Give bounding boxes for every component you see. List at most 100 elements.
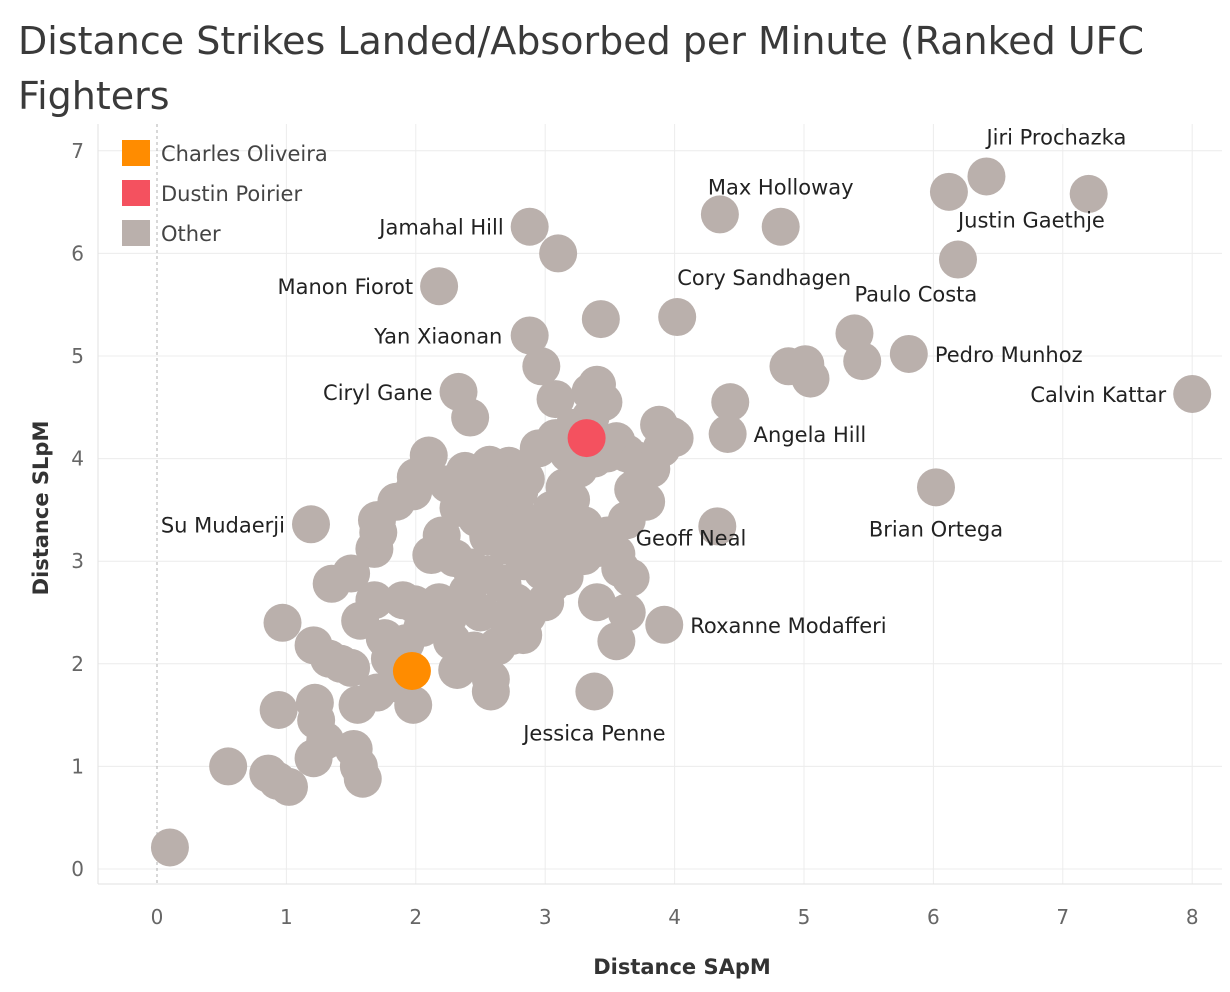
point-label: Manon Fiorot <box>277 275 413 299</box>
x-tick-label: 2 <box>409 905 422 929</box>
legend-label: Dustin Poirier <box>161 182 302 206</box>
scatter-point-other <box>263 603 302 642</box>
legend: Charles Oliveira Dustin Poirier Other <box>122 140 328 246</box>
scatter-point-other <box>645 605 684 644</box>
point-label: Angela Hill <box>754 423 867 447</box>
scatter-point-other <box>332 554 371 593</box>
scatter-point-other <box>487 598 526 637</box>
scatter-point-other <box>967 157 1006 196</box>
scatter-point-other <box>306 721 345 760</box>
scatter-point-other <box>889 334 928 373</box>
y-tick-label: 3 <box>71 549 84 573</box>
scatter-point-other <box>708 414 747 453</box>
point-label: Jessica Penne <box>521 722 665 746</box>
point-label: Calvin Kattar <box>1030 383 1166 407</box>
point-labels: Jiri Prochazka Max Holloway Justin Gaethje… <box>161 125 1167 745</box>
y-tick-label: 0 <box>71 857 84 881</box>
x-axis-title: Distance SApM <box>593 955 771 979</box>
y-tick-label: 5 <box>71 344 84 368</box>
scatter-point-other <box>1173 374 1212 413</box>
scatter-point-other <box>843 342 882 381</box>
scatter-point-other <box>577 583 616 622</box>
scatter-point-other <box>474 460 513 499</box>
scatter-point-other <box>597 622 636 661</box>
scatter-point-other <box>611 558 650 597</box>
scatter-point-other <box>916 468 955 507</box>
scatter-point-other <box>658 298 697 337</box>
y-axis-title: Distance SLpM <box>29 421 53 596</box>
scatter-point-other <box>439 372 478 411</box>
scatter-point-other <box>429 465 468 504</box>
scatter-point-other <box>539 234 578 273</box>
point-label: Roxanne Modafferi <box>690 614 886 638</box>
scatter-point-other <box>577 365 616 404</box>
scatter-point-other <box>791 359 830 398</box>
point-label: Paulo Costa <box>854 282 977 306</box>
scatter-point-other <box>510 316 549 355</box>
x-tick-label: 7 <box>1056 905 1069 929</box>
scatter-point-other <box>332 648 371 687</box>
x-tick-label: 4 <box>668 905 681 929</box>
scatter-point-other <box>409 436 448 475</box>
scatter-point-other <box>536 380 575 419</box>
x-tick-label: 8 <box>1186 905 1199 929</box>
point-label: Cory Sandhagen <box>677 266 851 290</box>
chart-title: Distance Strikes Landed/Absorbed per Min… <box>18 19 1145 118</box>
scatter-point-other <box>269 767 308 806</box>
scatter-point-other <box>420 267 459 306</box>
data-points <box>150 157 1212 867</box>
point-label: Justin Gaethje <box>956 209 1105 233</box>
scatter-point-other <box>209 747 248 786</box>
scatter-point-other <box>343 759 382 798</box>
scatter-point-other <box>522 347 561 386</box>
scatter-point-other <box>698 507 737 546</box>
scatter-point-other <box>655 419 694 458</box>
scatter-point-other <box>711 383 750 422</box>
point-label: Su Mudaerji <box>161 513 285 537</box>
x-tick-label: 0 <box>151 905 164 929</box>
point-label: Jiri Prochazka <box>984 125 1126 149</box>
scatter-point-other <box>510 207 549 246</box>
scatter-point-other <box>575 672 614 711</box>
scatter-point-other <box>1069 174 1108 213</box>
y-tick-label: 7 <box>71 139 84 163</box>
legend-label: Other <box>161 222 221 246</box>
scatter-point-other <box>422 516 461 555</box>
x-tick-label: 1 <box>280 905 293 929</box>
scatter-point-other <box>761 207 800 246</box>
point-label: Max Holloway <box>708 176 854 200</box>
scatter-point-other <box>588 516 627 555</box>
scatter-point-other <box>581 300 620 339</box>
point-label: Jamahal Hill <box>377 216 503 240</box>
axes: 0 1 2 3 4 5 6 7 8 0 1 2 3 4 5 6 7 Distance SApM Distance S… <box>29 124 1222 979</box>
scatter-point-other <box>519 521 558 560</box>
legend-swatch <box>122 140 150 166</box>
x-tick-label: 5 <box>798 905 811 929</box>
scatter-point-other <box>394 685 433 724</box>
scatter-point-other <box>552 480 591 519</box>
legend-swatch <box>122 220 150 246</box>
y-tick-label: 1 <box>71 754 84 778</box>
scatter-point-other <box>700 195 739 234</box>
scatter-point-other <box>471 672 510 711</box>
point-label: Geoff Neal <box>636 527 747 551</box>
point-label: Yan Xiaonan <box>373 324 502 348</box>
grid-lines <box>98 124 1222 884</box>
scatter-point-other <box>429 598 468 637</box>
scatter-point-other <box>607 593 646 632</box>
scatter-point-other <box>480 509 519 548</box>
scatter-point-other <box>259 690 298 729</box>
y-tick-label: 6 <box>71 241 84 265</box>
point-label: Brian Ortega <box>869 517 1003 541</box>
x-tick-label: 3 <box>539 905 552 929</box>
scatter-point-dustin-poirier <box>567 419 606 458</box>
y-tick-label: 4 <box>71 447 84 471</box>
point-label: Ciryl Gane <box>323 381 432 405</box>
scatter-point-charles-oliveira <box>392 651 431 690</box>
legend-swatch <box>122 180 150 206</box>
scatter-point-other <box>938 240 977 279</box>
x-tick-label: 6 <box>927 905 940 929</box>
point-label: Pedro Munhoz <box>935 343 1083 367</box>
scatter-point-other <box>150 828 189 867</box>
